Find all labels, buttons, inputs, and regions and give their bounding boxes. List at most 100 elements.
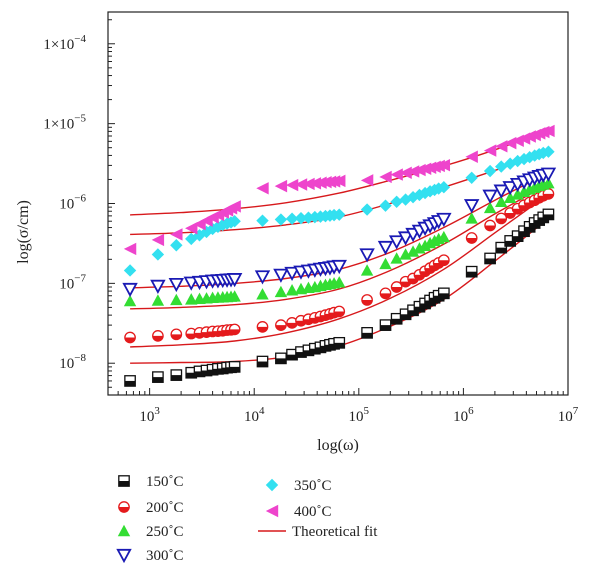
data-point xyxy=(390,252,403,264)
data-point xyxy=(285,212,299,225)
data-point xyxy=(465,265,478,278)
data-point xyxy=(254,270,271,285)
data-point xyxy=(123,242,137,256)
y-tick-label: 10−6 xyxy=(59,193,86,213)
y-tick-label: 1×10−5 xyxy=(43,113,86,133)
data-point xyxy=(542,145,555,158)
data-point xyxy=(360,264,374,276)
data-point xyxy=(503,157,517,170)
data-point xyxy=(124,331,136,344)
data-point xyxy=(256,321,269,333)
y-axis-title: log(σ/cm) xyxy=(15,200,32,264)
data-point xyxy=(359,248,375,263)
data-point xyxy=(406,245,420,257)
data-point xyxy=(483,201,497,214)
data-point xyxy=(123,264,137,277)
data-point xyxy=(275,352,287,365)
data-point xyxy=(152,371,164,383)
data-point xyxy=(124,375,136,387)
data-point xyxy=(540,167,557,182)
data-point xyxy=(333,276,346,288)
legend-label: 150˚C xyxy=(146,474,184,490)
fit-line xyxy=(130,193,549,348)
data-point xyxy=(465,212,478,224)
data-point xyxy=(333,174,346,188)
legend-item: 300˚C xyxy=(116,548,184,564)
data-point xyxy=(390,281,403,293)
data-point xyxy=(285,284,299,296)
data-point xyxy=(379,170,392,184)
legend-label: Theoretical fit xyxy=(292,524,378,540)
legend-label: 250˚C xyxy=(146,524,184,540)
data-point xyxy=(437,287,450,300)
data-point xyxy=(495,195,508,208)
legend-item: 200˚C xyxy=(118,500,184,516)
data-point xyxy=(407,272,419,285)
data-point xyxy=(437,180,451,194)
y-tick-label: 1×10−4 xyxy=(43,33,86,53)
x-tick-label: 103 xyxy=(139,405,160,425)
data-point xyxy=(482,189,498,204)
data-point xyxy=(284,266,300,282)
series-3 xyxy=(122,167,557,298)
x-tick-label: 107 xyxy=(558,405,579,425)
data-point xyxy=(275,319,287,331)
data-point xyxy=(152,330,164,342)
data-point xyxy=(256,214,269,227)
data-point xyxy=(542,124,555,138)
legend-item: 400˚C xyxy=(265,504,332,520)
data-point xyxy=(228,290,241,302)
legend-marker xyxy=(118,475,130,487)
data-point xyxy=(151,294,165,306)
legend-item-fit: Theoretical fit xyxy=(258,524,378,540)
series-2 xyxy=(123,176,555,307)
data-point xyxy=(327,175,341,188)
data-point xyxy=(437,254,450,267)
data-point xyxy=(437,158,451,172)
data-point xyxy=(463,199,480,214)
data-point xyxy=(379,319,392,331)
fit-line xyxy=(130,129,549,216)
data-point xyxy=(399,166,412,180)
data-point xyxy=(302,177,315,191)
data-point xyxy=(361,327,373,339)
data-point xyxy=(390,168,403,181)
data-point xyxy=(170,328,183,341)
data-point xyxy=(185,222,198,235)
data-point xyxy=(294,211,308,225)
data-point xyxy=(432,159,445,173)
data-point xyxy=(151,233,165,247)
data-point xyxy=(256,182,269,195)
y-tick-label: 10−7 xyxy=(59,272,86,292)
data-point xyxy=(331,259,347,275)
data-point xyxy=(493,184,509,199)
x-tick-label: 106 xyxy=(453,405,474,425)
data-point xyxy=(333,305,346,318)
legend-item: 250˚C xyxy=(117,524,184,540)
data-point xyxy=(502,181,518,196)
data-point xyxy=(379,199,392,212)
data-point xyxy=(170,228,183,241)
series-0 xyxy=(124,208,555,387)
series-5 xyxy=(123,124,555,256)
data-point xyxy=(542,176,555,189)
data-point xyxy=(483,144,497,157)
legend-marker xyxy=(265,504,279,518)
data-point xyxy=(285,178,299,192)
data-point xyxy=(256,288,269,300)
data-point xyxy=(361,294,373,306)
legend-marker xyxy=(116,548,132,564)
data-point xyxy=(465,232,478,244)
data-point xyxy=(406,165,420,178)
data-point xyxy=(542,188,555,200)
data-point xyxy=(495,212,508,225)
x-tick-label: 105 xyxy=(349,405,370,425)
data-point xyxy=(399,248,412,260)
y-axis: 10−8 10−7 10−6 1×10−5 1×10−4 xyxy=(43,19,115,396)
data-point xyxy=(206,222,219,236)
data-point xyxy=(484,219,496,232)
x-axis: 103 104 105 106 107 xyxy=(107,388,579,425)
data-point xyxy=(185,293,198,305)
data-point xyxy=(123,294,137,307)
